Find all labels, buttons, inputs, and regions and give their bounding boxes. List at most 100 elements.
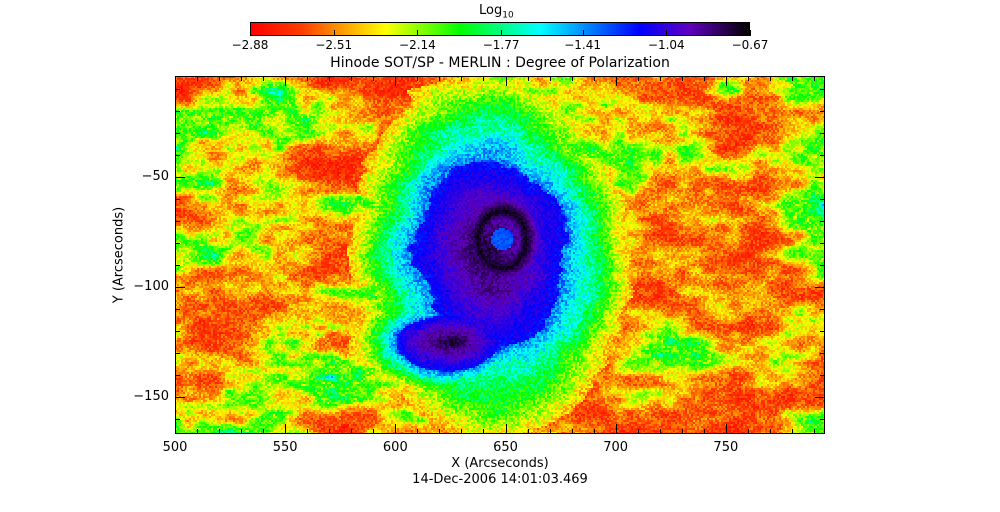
- x-tick: [527, 429, 529, 434]
- x-tick-top: [351, 76, 353, 81]
- y-tick-label: −50: [141, 169, 169, 185]
- y-tick-right: [820, 111, 825, 113]
- colorbar-tick: [250, 30, 251, 36]
- y-tick: [175, 155, 180, 157]
- y-tick-right: [820, 155, 825, 157]
- y-tick-right: [820, 352, 825, 354]
- x-tick: [681, 429, 683, 434]
- y-tick: [175, 352, 180, 354]
- x-tick: [791, 429, 793, 434]
- footer-timestamp: 14-Dec-2006 14:01:03.469: [412, 472, 588, 487]
- x-tick: [615, 424, 617, 434]
- x-tick: [395, 424, 397, 434]
- x-tick: [571, 429, 573, 434]
- x-tick-label: 550: [272, 440, 298, 455]
- colorbar-tick-label: −1.04: [647, 38, 685, 52]
- x-tick: [703, 429, 705, 434]
- x-tick-top: [769, 76, 771, 81]
- x-tick: [175, 424, 176, 434]
- x-tick-top: [549, 76, 551, 81]
- colorbar-tick-label: −0.67: [731, 38, 769, 52]
- colorbar-label: Log10: [479, 3, 514, 21]
- x-tick: [549, 429, 551, 434]
- x-tick-top: [307, 76, 309, 81]
- x-tick: [307, 429, 309, 434]
- x-tick-label: 500: [162, 440, 188, 455]
- x-tick-top: [395, 76, 397, 86]
- x-tick-top: [527, 76, 529, 81]
- colorbar-tick-label: −1.77: [482, 38, 520, 52]
- y-tick-right: [820, 308, 825, 310]
- colorbar-tick-label: −1.41: [564, 38, 601, 52]
- x-tick: [747, 429, 749, 434]
- x-tick: [483, 429, 485, 434]
- y-tick-right: [815, 396, 825, 398]
- x-tick-top: [263, 76, 265, 81]
- y-tick: [175, 220, 180, 222]
- x-tick-top: [747, 76, 749, 81]
- x-tick: [417, 429, 419, 434]
- colorbar-tick: [582, 30, 584, 36]
- y-tick-right: [820, 198, 825, 200]
- x-tick: [505, 424, 507, 434]
- y-tick-right: [820, 220, 825, 222]
- x-tick-top: [439, 76, 441, 81]
- heatmap: [175, 76, 825, 434]
- x-tick-top: [791, 76, 793, 81]
- x-tick: [659, 429, 661, 434]
- x-tick: [285, 424, 287, 434]
- y-tick-label: −100: [133, 278, 169, 294]
- colorbar: [250, 22, 750, 36]
- y-tick-right: [820, 264, 825, 266]
- colorbar-tick-label: −2.51: [315, 38, 353, 52]
- x-tick: [769, 429, 771, 434]
- x-tick-top: [175, 76, 176, 86]
- colorbar-tick: [750, 30, 751, 36]
- x-tick-top: [329, 76, 331, 81]
- y-tick: [175, 330, 180, 332]
- x-tick-top: [813, 76, 815, 81]
- y-tick: [175, 264, 180, 266]
- x-tick: [241, 429, 243, 434]
- x-tick: [725, 424, 727, 434]
- x-tick: [373, 429, 375, 434]
- x-tick-top: [725, 76, 727, 86]
- x-tick-top: [373, 76, 375, 81]
- x-tick-top: [637, 76, 639, 81]
- x-tick-top: [461, 76, 463, 81]
- chart-title: Hinode SOT/SP - MERLIN : Degree of Polar…: [330, 55, 670, 71]
- x-tick: [351, 429, 353, 434]
- x-tick: [263, 429, 265, 434]
- x-tick-label: 600: [382, 440, 408, 455]
- y-tick: [175, 111, 180, 113]
- x-tick-top: [241, 76, 243, 81]
- x-tick: [813, 429, 815, 434]
- y-tick: [175, 89, 180, 91]
- y-tick-right: [820, 418, 825, 420]
- x-axis-label: X (Arcseconds): [451, 456, 549, 471]
- x-tick: [329, 429, 331, 434]
- colorbar-label-base: Log: [479, 3, 503, 18]
- x-tick-top: [681, 76, 683, 81]
- x-tick: [219, 429, 221, 434]
- colorbar-tick-label: −2.14: [399, 38, 436, 52]
- colorbar-tick: [501, 30, 503, 36]
- colorbar-label-sub: 10: [502, 10, 514, 21]
- x-tick-label: 700: [603, 440, 629, 455]
- colorbar-tick: [333, 30, 335, 36]
- y-tick: [175, 177, 185, 179]
- x-tick: [197, 429, 199, 434]
- y-tick: [175, 198, 180, 200]
- x-tick-top: [703, 76, 705, 81]
- x-tick-top: [571, 76, 573, 81]
- x-tick-top: [197, 76, 199, 81]
- x-tick-top: [659, 76, 661, 81]
- y-tick-right: [820, 242, 825, 244]
- colorbar-tick: [417, 30, 419, 36]
- y-tick: [175, 133, 180, 135]
- y-tick: [175, 242, 180, 244]
- y-axis-label: Y (Arcseconds): [111, 206, 127, 304]
- colorbar-tick: [666, 30, 668, 36]
- x-tick-top: [615, 76, 617, 86]
- x-tick-top: [505, 76, 507, 86]
